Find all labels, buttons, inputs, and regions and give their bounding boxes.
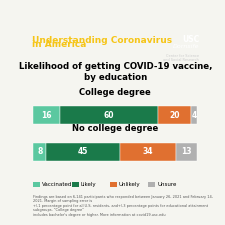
FancyBboxPatch shape (72, 182, 79, 187)
FancyBboxPatch shape (60, 106, 158, 124)
Text: 13: 13 (181, 147, 192, 156)
FancyBboxPatch shape (158, 106, 191, 124)
Text: 60: 60 (104, 110, 114, 119)
Text: 45: 45 (78, 147, 88, 156)
FancyBboxPatch shape (33, 143, 47, 161)
FancyBboxPatch shape (176, 143, 197, 161)
FancyBboxPatch shape (33, 106, 60, 124)
FancyBboxPatch shape (191, 106, 197, 124)
Text: 20: 20 (169, 110, 180, 119)
Text: 4: 4 (191, 110, 197, 119)
FancyBboxPatch shape (148, 182, 155, 187)
Text: 8: 8 (37, 147, 43, 156)
Text: College degree: College degree (79, 88, 151, 97)
FancyBboxPatch shape (110, 182, 117, 187)
Text: Likelihood of getting COVID-19 vaccine,
by education: Likelihood of getting COVID-19 vaccine, … (18, 63, 212, 82)
Text: No college degree: No college degree (72, 124, 158, 133)
Text: 16: 16 (41, 110, 52, 119)
Text: Dornsife: Dornsife (173, 44, 199, 49)
Text: Center for Science
and Social Research: Center for Science and Social Research (163, 54, 199, 62)
FancyBboxPatch shape (47, 143, 120, 161)
Text: Unsure: Unsure (157, 182, 177, 187)
FancyBboxPatch shape (33, 182, 40, 187)
Text: Understanding Coronavirus: Understanding Coronavirus (32, 36, 172, 45)
Text: Findings are based on 6,141 participants who responded between January 26, 2021 : Findings are based on 6,141 participants… (33, 195, 213, 217)
Text: USC: USC (182, 35, 199, 44)
Text: 34: 34 (143, 147, 153, 156)
FancyBboxPatch shape (120, 143, 176, 161)
Text: Vaccinated: Vaccinated (42, 182, 72, 187)
Text: in America: in America (32, 40, 86, 50)
Text: Unlikely: Unlikely (119, 182, 140, 187)
Text: Likely: Likely (81, 182, 96, 187)
